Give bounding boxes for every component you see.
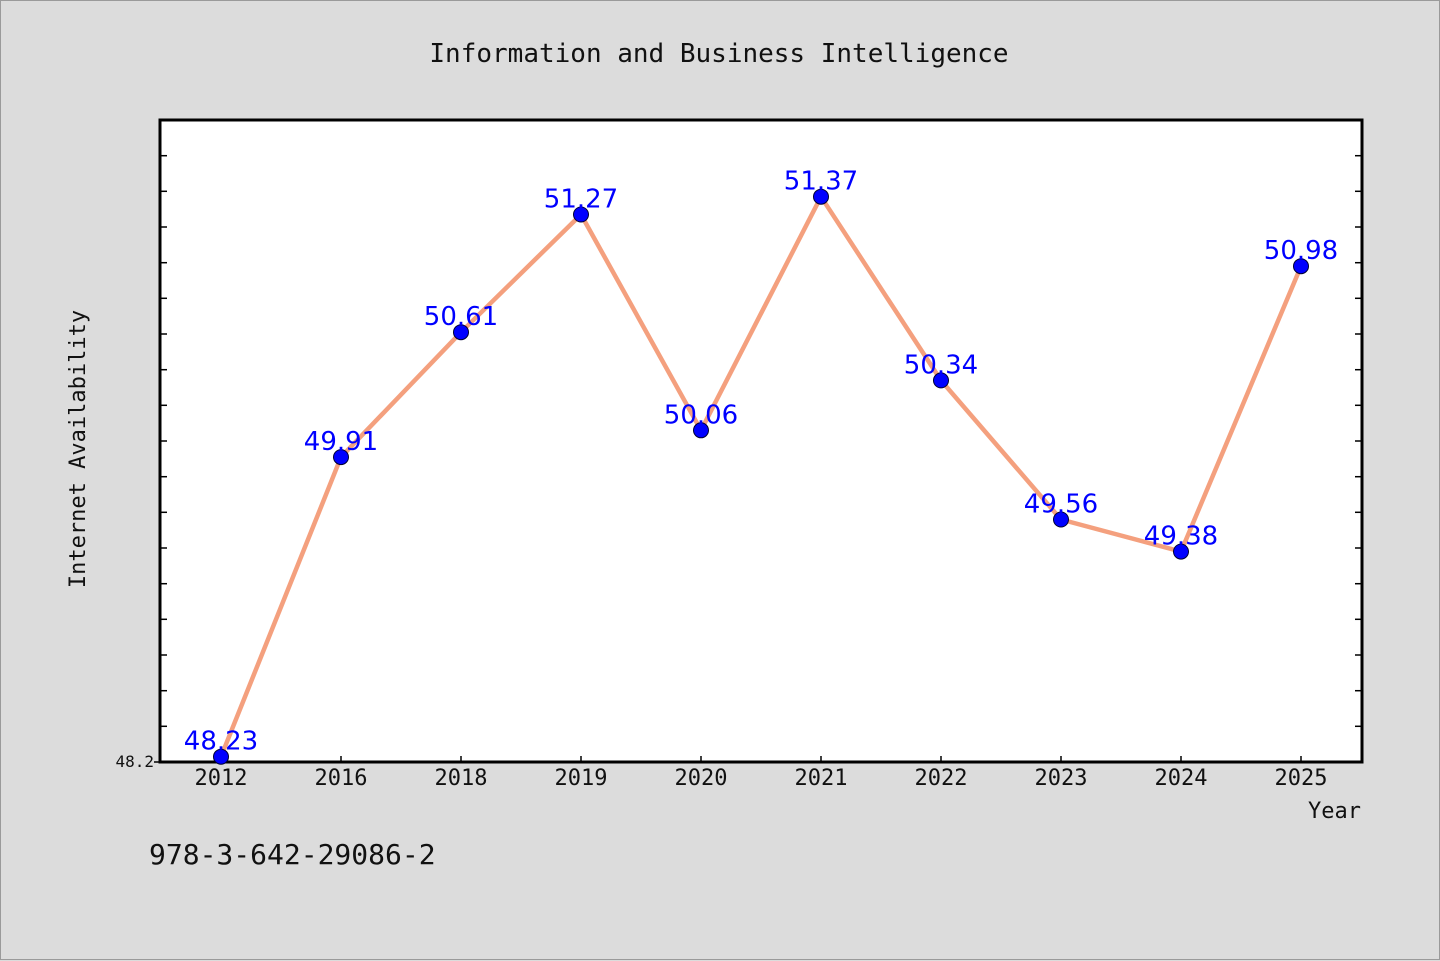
data-point bbox=[573, 206, 589, 223]
data-label: 48.23 bbox=[184, 727, 258, 757]
data-label: 51.27 bbox=[544, 185, 618, 215]
y-axis-label: Internet Availability bbox=[66, 310, 91, 588]
x-tick-label: 2021 bbox=[795, 766, 848, 791]
x-tick-label: 2012 bbox=[195, 766, 248, 791]
data-label: 51.37 bbox=[784, 167, 858, 197]
chart-title: Information and Business Intelligence bbox=[429, 39, 1008, 69]
data-label: 50.98 bbox=[1264, 236, 1338, 266]
data-label-layer: 48.23 49.91 50.61 51.27 50.06 51.37 50.34 49.56… bbox=[184, 167, 1338, 757]
x-tick-label: 2016 bbox=[315, 766, 368, 791]
data-point bbox=[1173, 543, 1189, 560]
data-label: 49.38 bbox=[1144, 522, 1218, 552]
x-tick-label: 2024 bbox=[1155, 766, 1208, 791]
data-point bbox=[213, 748, 229, 765]
x-tick-label: 2020 bbox=[675, 766, 728, 791]
data-label: 50.06 bbox=[664, 400, 738, 430]
data-point bbox=[693, 422, 709, 439]
series-line bbox=[218, 194, 1304, 759]
data-point bbox=[1053, 511, 1069, 528]
x-tick-label: 2025 bbox=[1275, 766, 1328, 791]
data-point bbox=[453, 324, 469, 341]
x-tick-label: 2023 bbox=[1035, 766, 1088, 791]
data-point bbox=[333, 449, 349, 466]
series-layer bbox=[213, 188, 1309, 765]
x-tick-label: 2019 bbox=[555, 766, 608, 791]
plot-area bbox=[158, 118, 1364, 764]
data-label: 50.34 bbox=[904, 350, 978, 380]
data-point bbox=[1293, 258, 1309, 275]
data-label: 49.91 bbox=[304, 427, 378, 457]
data-point bbox=[933, 372, 949, 389]
data-label: 49.56 bbox=[1024, 490, 1098, 520]
x-tick-label: 2018 bbox=[435, 766, 488, 791]
data-label: 50.61 bbox=[424, 302, 498, 332]
x-axis-ticks: 2012 2016 2018 2019 2020 2021 2022 2023 2024 2025 bbox=[195, 756, 1328, 791]
data-point bbox=[813, 188, 829, 205]
x-axis-label: Year bbox=[1308, 799, 1361, 824]
x-tick-label: 2022 bbox=[915, 766, 968, 791]
y-tick-label: 48.2 bbox=[115, 752, 154, 771]
footnote-isbn: 978-3-642-29086-2 bbox=[149, 838, 436, 871]
y-axis-ticks bbox=[154, 154, 1362, 763]
